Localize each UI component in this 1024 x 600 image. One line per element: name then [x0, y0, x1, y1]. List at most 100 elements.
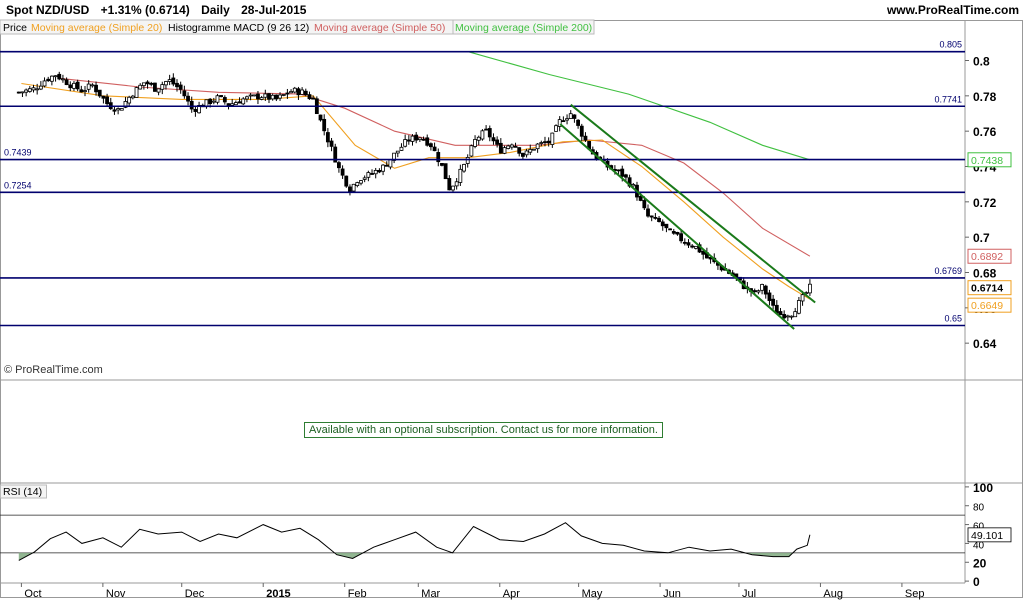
candle-body: [362, 177, 367, 180]
candle-body: [38, 85, 43, 90]
candle-body: [182, 90, 187, 97]
x-tick-label: Nov: [106, 588, 126, 600]
candle-body: [292, 87, 297, 93]
candle-body: [679, 233, 684, 242]
candle-body: [410, 135, 415, 142]
candle-body: [72, 82, 76, 89]
candle-body: [215, 95, 220, 103]
candle-body: [579, 125, 584, 137]
candle-body: [46, 78, 51, 82]
ma200-line: [468, 51, 811, 161]
price-badge-box: [967, 297, 1012, 313]
candle-body: [487, 128, 492, 138]
price-tick-label: 0.72: [973, 196, 997, 210]
candle-body: [509, 144, 514, 148]
candle-body: [20, 91, 25, 94]
candle-body: [616, 169, 621, 172]
candle-body: [307, 94, 312, 100]
legend-ma50: Moving average (Simple 50): [314, 22, 445, 34]
candle-body: [671, 231, 676, 234]
candle-body: [57, 73, 62, 80]
price-tick-label: 0.8: [973, 55, 990, 69]
candle-body: [370, 173, 374, 175]
candle-body: [554, 125, 558, 132]
candle-body: [808, 283, 812, 294]
candle-body: [432, 146, 437, 152]
candle-body: [116, 108, 121, 111]
candle-body: [403, 139, 408, 147]
candle-body: [513, 145, 518, 148]
candle-body: [399, 146, 404, 151]
candle-body: [778, 311, 783, 316]
subscription-notice[interactable]: Available with an optional subscription.…: [304, 422, 663, 438]
price-badge-label: 0.7438: [971, 155, 1003, 167]
candle-body: [498, 142, 503, 154]
candle-body: [130, 95, 135, 99]
candle-body: [278, 94, 282, 99]
legend-ma200: Moving average (Simple 200): [455, 22, 592, 34]
candle-body: [583, 135, 588, 141]
candle-body: [366, 172, 371, 178]
candle-body: [64, 79, 69, 86]
watermark: © ProRealTime.com: [4, 364, 103, 376]
candle-body: [381, 164, 385, 172]
candle-body: [134, 87, 139, 98]
candle-body: [127, 96, 132, 104]
candle-body: [476, 136, 481, 141]
rsi-title-box: [0, 484, 47, 499]
candle-body: [105, 96, 109, 105]
candle-body: [388, 159, 393, 168]
candle-body: [167, 79, 172, 82]
price-badge: 0.6892: [967, 248, 1012, 264]
candle-body: [197, 104, 201, 114]
candle-body: [642, 200, 647, 209]
candle-body: [252, 94, 257, 97]
price-badge-label: 0.6714: [971, 283, 1003, 295]
candle-body: [267, 93, 271, 100]
candle-body: [701, 250, 706, 255]
header-change: +1.31% (0.6714): [101, 3, 190, 17]
candle-body: [24, 89, 29, 93]
candle-body: [793, 311, 798, 318]
rsi-title: RSI (14): [3, 486, 42, 498]
candle-body: [465, 157, 470, 164]
candle-body: [557, 119, 562, 127]
candle-body: [686, 242, 691, 246]
candle-body: [624, 174, 628, 178]
candle-body: [337, 162, 341, 169]
header-date: 28-Jul-2015: [241, 3, 307, 17]
candle-body: [340, 168, 345, 176]
candle-body: [521, 152, 525, 157]
candle-body: [631, 184, 636, 187]
candle-body: [789, 315, 794, 318]
candle-body: [756, 290, 761, 293]
candle-body: [325, 132, 330, 143]
rsi-tick-label: 0: [973, 575, 980, 589]
candle-body: [68, 84, 73, 89]
candle-body: [524, 150, 529, 156]
candle-body: [164, 81, 168, 86]
candle-body: [153, 82, 157, 92]
candle-body: [53, 75, 58, 78]
candle-body: [462, 164, 466, 172]
candle-body: [245, 96, 249, 100]
candle-body: [101, 95, 106, 99]
candle-body: [565, 118, 569, 121]
candle-body: [351, 183, 356, 192]
site-link[interactable]: www.ProRealTime.com: [886, 3, 1019, 17]
candle-body: [568, 113, 573, 119]
candle-body: [90, 84, 95, 87]
channel-upper: [570, 103, 816, 304]
level-label: 0.65: [944, 314, 962, 324]
candle-body: [112, 109, 117, 112]
candle-body: [443, 163, 448, 180]
price-badge-box: [967, 280, 1012, 296]
candle-body: [175, 82, 179, 88]
candle-body: [546, 140, 551, 144]
candle-body: [440, 163, 444, 166]
candle-body: [281, 94, 286, 96]
rsi-tick-label: 40: [973, 540, 985, 551]
candle-body: [384, 164, 389, 167]
candle-body: [693, 245, 698, 249]
candle-body: [528, 149, 533, 153]
